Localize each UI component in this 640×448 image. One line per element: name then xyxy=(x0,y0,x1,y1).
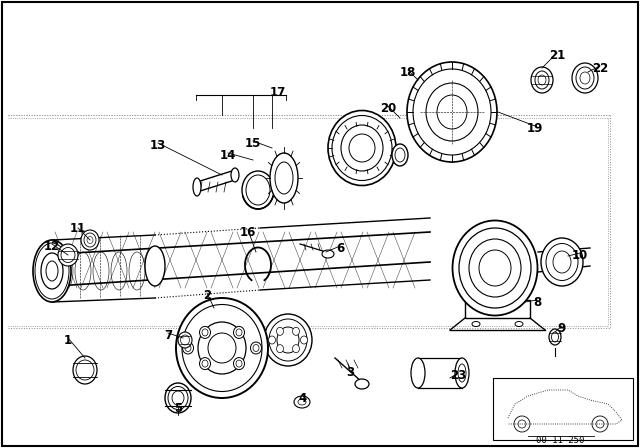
Text: 3: 3 xyxy=(346,366,354,379)
Ellipse shape xyxy=(276,345,284,353)
Ellipse shape xyxy=(234,358,244,370)
Text: 19: 19 xyxy=(527,121,543,134)
Text: 5: 5 xyxy=(174,401,182,414)
Bar xyxy=(493,378,633,440)
Text: 22: 22 xyxy=(592,61,608,74)
Text: 23: 23 xyxy=(450,369,466,382)
Text: 4: 4 xyxy=(299,392,307,405)
Ellipse shape xyxy=(292,345,300,353)
Text: 12: 12 xyxy=(44,240,60,253)
Ellipse shape xyxy=(200,358,211,370)
Ellipse shape xyxy=(407,62,497,162)
Text: 10: 10 xyxy=(572,249,588,262)
Ellipse shape xyxy=(452,220,538,315)
Text: 00 11 250: 00 11 250 xyxy=(536,435,584,444)
Ellipse shape xyxy=(81,230,99,250)
Text: 17: 17 xyxy=(270,86,286,99)
Ellipse shape xyxy=(73,356,97,384)
Ellipse shape xyxy=(515,322,523,327)
Ellipse shape xyxy=(276,327,284,336)
Ellipse shape xyxy=(472,322,480,327)
Ellipse shape xyxy=(33,240,71,302)
Ellipse shape xyxy=(234,327,244,338)
Ellipse shape xyxy=(58,244,78,266)
Ellipse shape xyxy=(301,336,307,344)
Ellipse shape xyxy=(411,358,425,388)
Ellipse shape xyxy=(541,238,583,286)
Ellipse shape xyxy=(231,168,239,182)
Text: 18: 18 xyxy=(400,65,416,78)
Text: 1: 1 xyxy=(64,333,72,346)
Text: 15: 15 xyxy=(245,137,261,150)
Text: 9: 9 xyxy=(558,322,566,335)
Ellipse shape xyxy=(242,171,274,209)
Ellipse shape xyxy=(165,383,191,413)
Ellipse shape xyxy=(200,327,211,338)
Text: 8: 8 xyxy=(533,296,541,309)
Ellipse shape xyxy=(182,342,193,354)
Text: 20: 20 xyxy=(380,102,396,115)
Ellipse shape xyxy=(294,396,310,408)
Text: 6: 6 xyxy=(336,241,344,254)
Ellipse shape xyxy=(292,327,300,336)
Ellipse shape xyxy=(392,144,408,166)
Ellipse shape xyxy=(531,67,553,93)
Ellipse shape xyxy=(270,153,298,203)
Text: 13: 13 xyxy=(150,138,166,151)
Text: 14: 14 xyxy=(220,148,236,161)
Ellipse shape xyxy=(264,314,312,366)
Ellipse shape xyxy=(145,246,165,286)
Ellipse shape xyxy=(322,250,334,258)
Ellipse shape xyxy=(269,336,275,344)
Text: 16: 16 xyxy=(240,225,256,238)
Text: 11: 11 xyxy=(70,221,86,234)
Text: 7: 7 xyxy=(164,328,172,341)
Text: 2: 2 xyxy=(203,289,211,302)
Ellipse shape xyxy=(178,332,192,348)
Text: 21: 21 xyxy=(549,48,565,61)
Ellipse shape xyxy=(250,342,262,354)
Ellipse shape xyxy=(176,298,268,398)
Ellipse shape xyxy=(572,63,598,93)
Ellipse shape xyxy=(355,379,369,389)
Polygon shape xyxy=(465,300,530,318)
Ellipse shape xyxy=(549,329,561,345)
Ellipse shape xyxy=(328,111,396,185)
Ellipse shape xyxy=(455,358,469,388)
Ellipse shape xyxy=(193,178,201,196)
